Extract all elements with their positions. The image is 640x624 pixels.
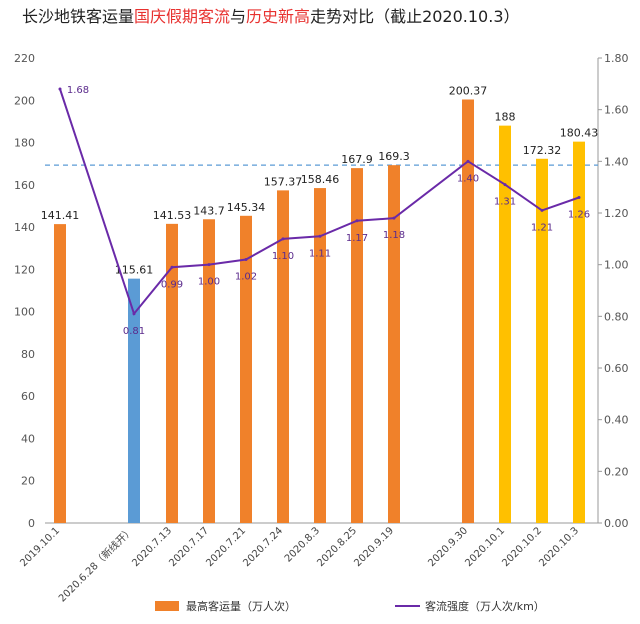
- line-value-label: 1.10: [272, 251, 294, 262]
- y-right-tick-label: 0.60: [604, 362, 629, 375]
- y-left-tick-label: 60: [21, 390, 35, 403]
- title-part: 长沙地铁客运量: [22, 7, 134, 26]
- line-point: [132, 312, 136, 316]
- x-tick-label: 2020.6.28（新线开）: [56, 524, 137, 605]
- y-right-tick-label: 0.00: [604, 517, 629, 530]
- bar-value-label: 145.34: [227, 201, 266, 214]
- line-point: [355, 219, 359, 223]
- y-left-tick-label: 40: [21, 432, 35, 445]
- bar-value-label: 167.9: [341, 153, 373, 166]
- x-tick-label: 2019.10.1: [18, 525, 62, 569]
- bar: [462, 99, 474, 523]
- line-point: [207, 263, 211, 267]
- line-point: [503, 183, 507, 187]
- line-value-label: 1.26: [568, 210, 590, 221]
- y-left-tick-label: 200: [14, 94, 35, 107]
- bars: 141.41 115.61 141.53 143.7 145.34 157.37158.4…: [41, 84, 599, 524]
- line-value-label: 1.02: [235, 272, 257, 283]
- chart-title: 长沙地铁客运量国庆假期客流与历史新高走势对比（截止2020.10.3）: [22, 7, 520, 26]
- bar: [54, 224, 66, 523]
- bar-value-label: 115.61: [115, 264, 154, 277]
- legend-bars-swatch: [155, 601, 179, 611]
- bar: [277, 190, 289, 523]
- bar-value-label: 141.53: [153, 209, 192, 222]
- y-left-tick-label: 140: [14, 221, 35, 234]
- line-point: [58, 87, 62, 91]
- title-part: 国庆假期客流: [134, 7, 230, 26]
- bar: [128, 278, 140, 523]
- line-value-label: 1.11: [309, 248, 331, 259]
- y-left-tick-label: 100: [14, 306, 35, 319]
- bar-value-label: 188: [495, 111, 516, 124]
- line-value-label: 1.18: [383, 230, 405, 241]
- line-value-label: 0.99: [161, 279, 183, 290]
- line-value-label: 0.81: [123, 326, 145, 337]
- y-right-tick-label: 1.20: [604, 207, 629, 220]
- bar-value-label: 180.43: [560, 127, 599, 140]
- line-value-label: 1.00: [198, 277, 220, 288]
- title-part: 历史新高: [246, 7, 310, 26]
- bar-value-label: 169.3: [378, 150, 410, 163]
- y-left-tick-label: 180: [14, 137, 35, 150]
- bar-value-label: 143.7: [193, 204, 225, 217]
- y-right-tick-label: 1.00: [604, 259, 629, 272]
- legend: 最高客运量（万人次） 客流强度（万人次/km）: [155, 599, 545, 613]
- bar-value-label: 200.37: [449, 84, 488, 97]
- line-value-label: 1.21: [531, 222, 553, 233]
- bar: [351, 168, 363, 523]
- line-point: [392, 216, 396, 220]
- y-left-tick-label: 0: [28, 517, 35, 530]
- bar: [499, 125, 511, 524]
- bar-value-label: 141.41: [41, 209, 80, 222]
- x-tick-label: 2020.8.3: [283, 525, 322, 564]
- bar-value-label: 158.46: [301, 173, 340, 186]
- line-point: [281, 237, 285, 241]
- bar: [240, 215, 252, 524]
- bar: [388, 165, 400, 523]
- bar: [166, 223, 178, 523]
- line-value-label: 1.31: [494, 197, 516, 208]
- bar: [573, 141, 585, 523]
- x-tick-label: 2020.9.19: [352, 525, 396, 569]
- line-value-label: 1.68: [67, 85, 89, 96]
- line-point: [466, 159, 470, 163]
- line-point: [170, 265, 174, 269]
- bar-value-label: 157.37: [264, 175, 303, 188]
- line-point: [577, 196, 581, 199]
- y-left-tick-label: 120: [14, 263, 35, 276]
- bar: [203, 219, 215, 524]
- line-point: [540, 208, 544, 212]
- y-right-tick-label: 1.40: [604, 155, 629, 168]
- bar-value-label: 172.32: [523, 144, 562, 157]
- x-tick-label: 2020.7.24: [241, 525, 285, 569]
- line-series: 1.68 0.81 0.99 1.00 1.02 1.10 1.11 1.17 1.18 1.40…: [58, 85, 590, 337]
- y-right-tick-label: 1.80: [604, 52, 629, 65]
- bar: [314, 188, 326, 523]
- legend-line-label: 客流强度（万人次/km）: [425, 599, 545, 613]
- legend-bars-label: 最高客运量（万人次）: [186, 599, 296, 613]
- line-point: [244, 258, 248, 261]
- y-right-tick-label: 1.60: [604, 104, 629, 117]
- title-part: 走势对比（截止2020.10.3）: [310, 7, 519, 26]
- x-tick-label: 2020.10.3: [537, 525, 581, 569]
- y-right-tick-label: 0.80: [604, 310, 629, 323]
- y-left-tick-label: 20: [21, 475, 35, 488]
- line-point: [318, 234, 322, 238]
- y-left-tick-label: 220: [14, 52, 35, 65]
- bar: [536, 158, 548, 523]
- line-value-label: 1.17: [346, 233, 368, 244]
- y-right-tick-label: 0.40: [604, 414, 629, 427]
- y-right-tick-label: 0.20: [604, 465, 629, 478]
- line-value-label: 1.40: [457, 173, 479, 184]
- y-left-tick-label: 160: [14, 179, 35, 192]
- y-left-tick-label: 80: [21, 348, 35, 361]
- title-part: 与: [230, 7, 246, 26]
